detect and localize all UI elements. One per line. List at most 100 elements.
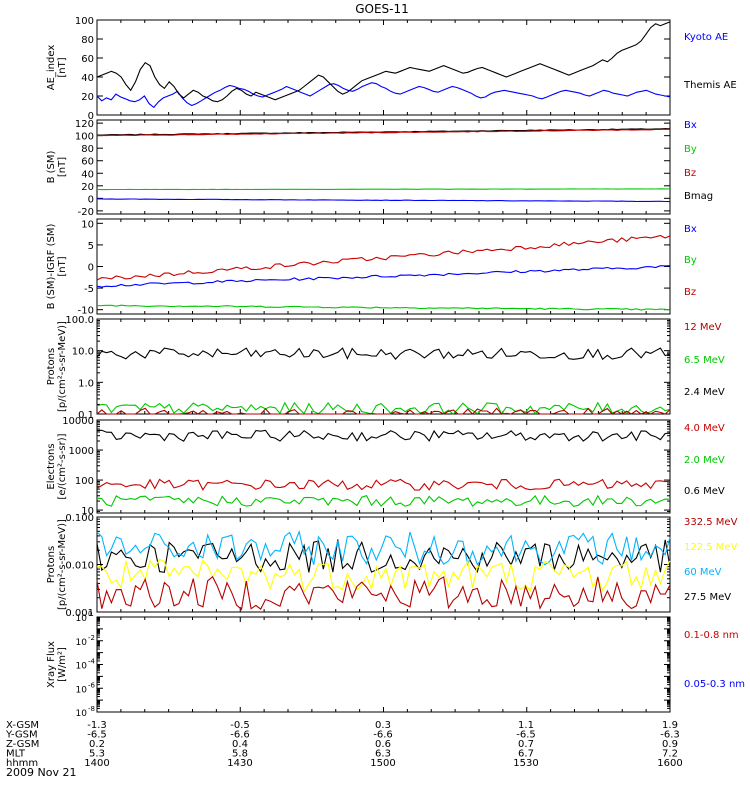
y-axis-label: [nT] [57,57,68,77]
y-tick-label: -10 [78,306,94,317]
axis-row-value: 0.3 [375,720,391,731]
legend-label: 27.5 MeV [684,592,731,603]
y-axis-label: [e/(cm²-s-sr)] [57,433,68,499]
series-line [96,539,671,573]
y-axis-label: [p/(cm²-s-sr-MeV)] [57,321,68,412]
y-tick-label: 1000 [69,446,94,457]
y-axis-label: Protons [46,546,57,583]
legend-label: By [684,144,697,155]
y-tick-label: 40 [81,169,94,180]
y-tick-label: -20 [78,207,94,218]
legend-label: 4.0 MeV [684,423,725,434]
y-tick-label: 0.100 [65,513,94,524]
axis-row-value: -1.3 [87,720,107,731]
y-tick-label: 10 [76,614,88,624]
axis-row-value: 5.8 [232,749,248,760]
legend-label: Bx [684,224,697,235]
legend-label: 12 MeV [684,322,722,333]
y-tick-label: 10 [81,506,94,517]
legend-label: Bx [684,120,697,131]
series-line [96,188,671,191]
legend-label: Kyoto AE [684,32,728,43]
axis-row-value: 0.4 [232,739,248,750]
y-tick-label: 10000 [62,416,94,427]
y-tick-label: 10 [81,219,94,230]
panel-electrons: 10000 1000 100 10 Electrons [e/(cm²-s-sr)] 4.0… [46,416,725,517]
y-tick-label: 10 [76,638,88,648]
y-tick-label: 1.0 [78,378,94,389]
y-tick-label: 0 [88,111,94,122]
axis-row-value: -6.5 [87,730,107,741]
y-tick-label: 10 [76,685,88,695]
legend-label: 122.5 MeV [684,542,738,553]
panel-frame [96,616,671,713]
y-tick-exponent: 0 [88,610,92,618]
panel-frame [96,318,671,415]
legend-label: 332.5 MeV [684,517,738,528]
y-tick-label: 10.0 [72,347,94,358]
axis-row-label: Z-GSM [6,739,39,750]
axis-row-label: MLT [6,749,26,760]
y-tick-label: -5 [84,284,94,295]
y-tick-label: 20 [81,92,94,103]
y-tick-label: 120 [75,119,94,130]
panel-frame [96,19,671,116]
series-line [96,575,671,611]
y-tick-label: 0 [88,194,94,205]
axis-row-label: hhmm [6,758,38,769]
panel-bdiff: -10 -5 0 5 10 B (SM)-IGRF (SM) [nT] Bx By Bz [46,218,697,317]
legend-label: By [684,255,697,266]
axis-row-value: 1600 [657,758,682,769]
y-axis-label: [nT] [57,157,68,177]
y-tick-label: 80 [81,144,94,155]
legend-label: 2.0 MeV [684,455,725,466]
y-axis-label: AE_index [46,45,57,91]
y-axis-label: Electrons [46,443,57,489]
y-axis-label: B (SM) [46,150,57,183]
y-tick-label: 100 [75,476,94,487]
series-line [96,265,671,288]
series-line [96,429,671,442]
legend-label: Themis AE [683,80,737,91]
axis-row-value: 1.9 [662,720,678,731]
y-tick-label: 10 [76,709,88,719]
legend-label: Bmag [684,191,713,202]
axis-row-value: -6.6 [230,730,250,741]
axis-row-value: -6.3 [660,730,680,741]
date-label: 2009 Nov 21 [6,766,76,779]
y-tick-label: 100 [75,132,94,143]
axis-row-value: 0.2 [89,739,105,750]
axis-row-value: 0.7 [518,739,534,750]
y-axis-label: Protons [46,348,57,385]
y-tick-exponent: -8 [88,705,95,713]
y-tick-label: 10 [76,662,88,672]
legend-label: 0.1-0.8 nm [684,630,739,641]
axis-row-value: 1.1 [518,720,534,731]
axis-row-value: 6.7 [518,749,534,760]
y-tick-label: 40 [81,73,94,84]
series-line [97,558,671,594]
series-line [96,234,671,281]
panel-protons_high: 0.100 0.010 0.001 Protons [p/(cm²-s-sr-MeV)]… [46,513,738,619]
series-line [97,128,671,137]
axis-row-value: 1500 [370,758,395,769]
axis-row-value: -0.5 [230,720,250,731]
axis-row-label: X-GSM [6,720,39,731]
series-line [96,198,671,203]
y-axis-label: B (SM)-IGRF (SM) [46,224,57,310]
axis-row-value: -6.6 [373,730,393,741]
panel-protons_low: 100.0 10.0 1.0 0.1 Protons [p/(cm²-s-sr-MeV)]… [46,315,725,421]
y-tick-label: 5 [88,241,94,252]
axis-row-value: 6.3 [375,749,391,760]
series-line [96,82,671,109]
y-tick-label: 20 [81,182,94,193]
y-tick-label: 60 [81,157,94,168]
panel-ae: 0 20 40 60 80 100 AE_index [nT] Kyoto AE Themis A… [46,16,737,122]
axis-row-value: 1430 [227,758,252,769]
y-tick-exponent: -4 [88,658,96,666]
series-line [96,304,671,311]
y-axis-label: Xray Flux [46,641,57,688]
